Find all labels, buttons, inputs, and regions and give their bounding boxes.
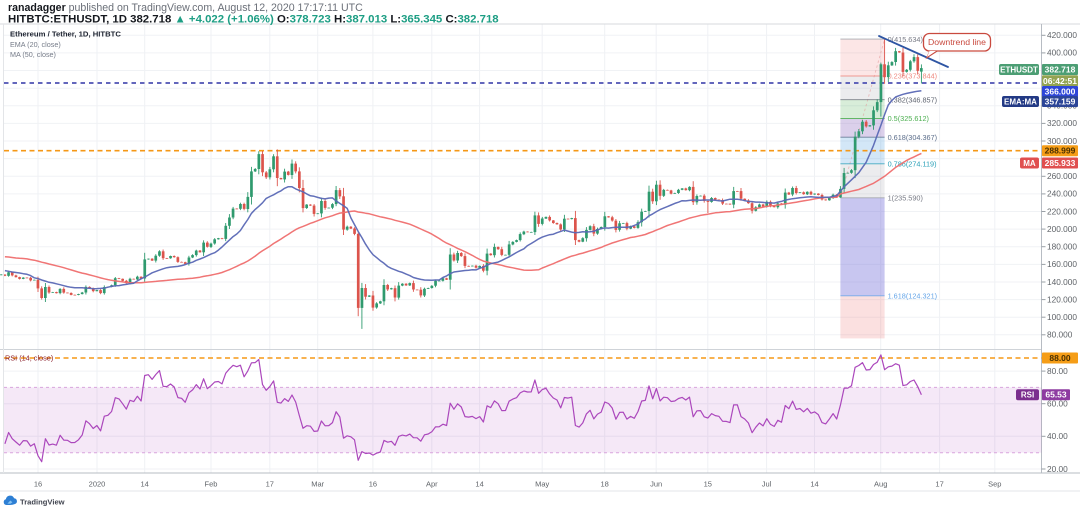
svg-text:285.933: 285.933: [1045, 158, 1076, 168]
svg-text:80.000: 80.000: [1047, 330, 1073, 340]
svg-text:60.00: 60.00: [1047, 399, 1068, 409]
svg-text:300.000: 300.000: [1047, 136, 1077, 146]
svg-text:TradingView: TradingView: [20, 498, 65, 507]
svg-text:120.000: 120.000: [1047, 294, 1077, 304]
svg-text:1.618(124.321): 1.618(124.321): [888, 292, 938, 301]
svg-text:0.786(274.119): 0.786(274.119): [888, 160, 937, 169]
svg-text:HITBTC:ETHUSDT, 1D 382.718 ▲ +: HITBTC:ETHUSDT, 1D 382.718 ▲ +4.022 (+1.…: [8, 14, 499, 26]
svg-text:Jul: Jul: [762, 480, 772, 489]
svg-text:Apr: Apr: [426, 480, 438, 489]
svg-text:14: 14: [475, 480, 483, 489]
svg-text:16: 16: [34, 480, 42, 489]
svg-text:18: 18: [601, 480, 609, 489]
svg-text:160.000: 160.000: [1047, 259, 1077, 269]
svg-text:Ethereum / Tether, 1D, HITBTC: Ethereum / Tether, 1D, HITBTC: [10, 30, 121, 39]
svg-text:MA (50, close): MA (50, close): [10, 50, 56, 59]
svg-text:16: 16: [369, 480, 377, 489]
svg-text:40.00: 40.00: [1047, 431, 1068, 441]
svg-text:0.382(346.857): 0.382(346.857): [888, 95, 938, 104]
svg-text:288.999: 288.999: [1045, 146, 1076, 156]
svg-text:220.000: 220.000: [1047, 206, 1077, 216]
svg-text:RSI (14, close): RSI (14, close): [5, 354, 53, 363]
svg-text:80.00: 80.00: [1047, 366, 1068, 376]
svg-text:400.000: 400.000: [1047, 48, 1077, 58]
svg-text:0(415.634): 0(415.634): [888, 35, 923, 44]
svg-text:EMA (20, close): EMA (20, close): [10, 40, 61, 49]
svg-text:ETHUSDT: ETHUSDT: [1000, 66, 1038, 75]
svg-text:366.000: 366.000: [1045, 87, 1076, 97]
svg-text:100.000: 100.000: [1047, 312, 1077, 322]
svg-text:65.53: 65.53: [1045, 390, 1067, 400]
svg-text:14: 14: [141, 480, 149, 489]
svg-text:240.000: 240.000: [1047, 189, 1077, 199]
svg-text:Jun: Jun: [650, 480, 662, 489]
svg-text:320.000: 320.000: [1047, 118, 1077, 128]
svg-text:Sep: Sep: [988, 480, 1001, 489]
svg-text:RSI: RSI: [1021, 391, 1034, 400]
svg-text:260.000: 260.000: [1047, 171, 1077, 181]
svg-text:1(235.590): 1(235.590): [888, 194, 923, 203]
svg-text:ranadagger published on Tradin: ranadagger published on TradingView.com,…: [8, 2, 363, 14]
svg-text:Feb: Feb: [205, 480, 218, 489]
svg-text:14: 14: [810, 480, 818, 489]
svg-text:2020: 2020: [89, 480, 106, 489]
svg-text:Downtrend line: Downtrend line: [928, 37, 986, 47]
svg-text:382.718: 382.718: [1045, 65, 1076, 75]
svg-text:200.000: 200.000: [1047, 224, 1077, 234]
svg-text:420.000: 420.000: [1047, 30, 1077, 40]
svg-text:88.00: 88.00: [1049, 353, 1071, 363]
svg-text:140.000: 140.000: [1047, 277, 1077, 287]
svg-text:17: 17: [935, 480, 943, 489]
svg-text:0.5(325.612): 0.5(325.612): [888, 114, 929, 123]
svg-text:EMA:MA: EMA:MA: [1004, 98, 1037, 107]
svg-text:15: 15: [704, 480, 712, 489]
svg-text:20.00: 20.00: [1047, 464, 1068, 474]
svg-text:06:42:51: 06:42:51: [1043, 76, 1077, 86]
svg-text:May: May: [535, 480, 549, 489]
svg-text:17: 17: [266, 480, 274, 489]
svg-text:0.618(304.367): 0.618(304.367): [888, 133, 938, 142]
svg-text:Aug: Aug: [874, 480, 887, 489]
svg-text:357.159: 357.159: [1045, 97, 1076, 107]
svg-text:180.000: 180.000: [1047, 242, 1077, 252]
svg-text:Mar: Mar: [311, 480, 324, 489]
svg-text:MA: MA: [1023, 159, 1036, 168]
svg-text:0.236(373.844): 0.236(373.844): [888, 72, 938, 81]
